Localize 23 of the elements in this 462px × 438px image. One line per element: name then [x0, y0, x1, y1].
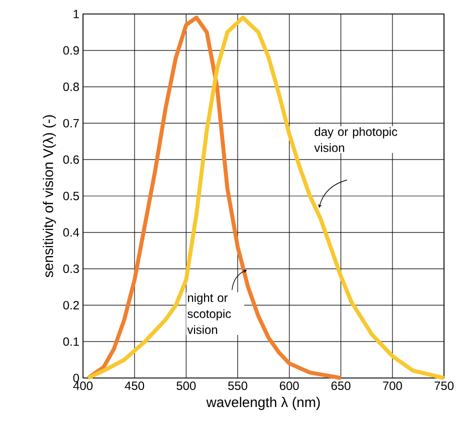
y-tick-label: 0	[73, 374, 80, 382]
x-tick-label: 550	[228, 382, 248, 390]
y-tick-label: 0.6	[63, 155, 79, 164]
x-tick-label: 750	[434, 382, 454, 390]
annotation: night or scotopic vision	[187, 293, 231, 334]
y-tick-label: 0.5	[63, 192, 79, 200]
y-tick-label: 0.1	[63, 337, 79, 346]
x-axis-title: wavelength λ (nm)	[206, 396, 320, 410]
y-axis-title: sensitivity of vision V(λ) (-)	[42, 115, 56, 278]
x-tick-label: 650	[331, 382, 350, 390]
annotation: day or photopic vision	[314, 127, 398, 152]
y-tick-label: 0.2	[63, 300, 79, 310]
y-tick-label: 0.4	[63, 228, 80, 237]
x-tick-label: 600	[280, 382, 299, 390]
x-tick-label: 450	[124, 382, 144, 390]
y-tick-label: 1	[74, 10, 79, 18]
x-tick-label: 400	[73, 382, 93, 390]
y-tick-label: 0.8	[63, 82, 79, 92]
y-tick-label: 0.3	[63, 264, 79, 274]
x-tick-label: 500	[176, 382, 196, 390]
y-tick-label: 0.9	[63, 46, 79, 55]
x-tick-label: 700	[383, 382, 402, 390]
y-tick-label: 0.7	[63, 118, 79, 128]
